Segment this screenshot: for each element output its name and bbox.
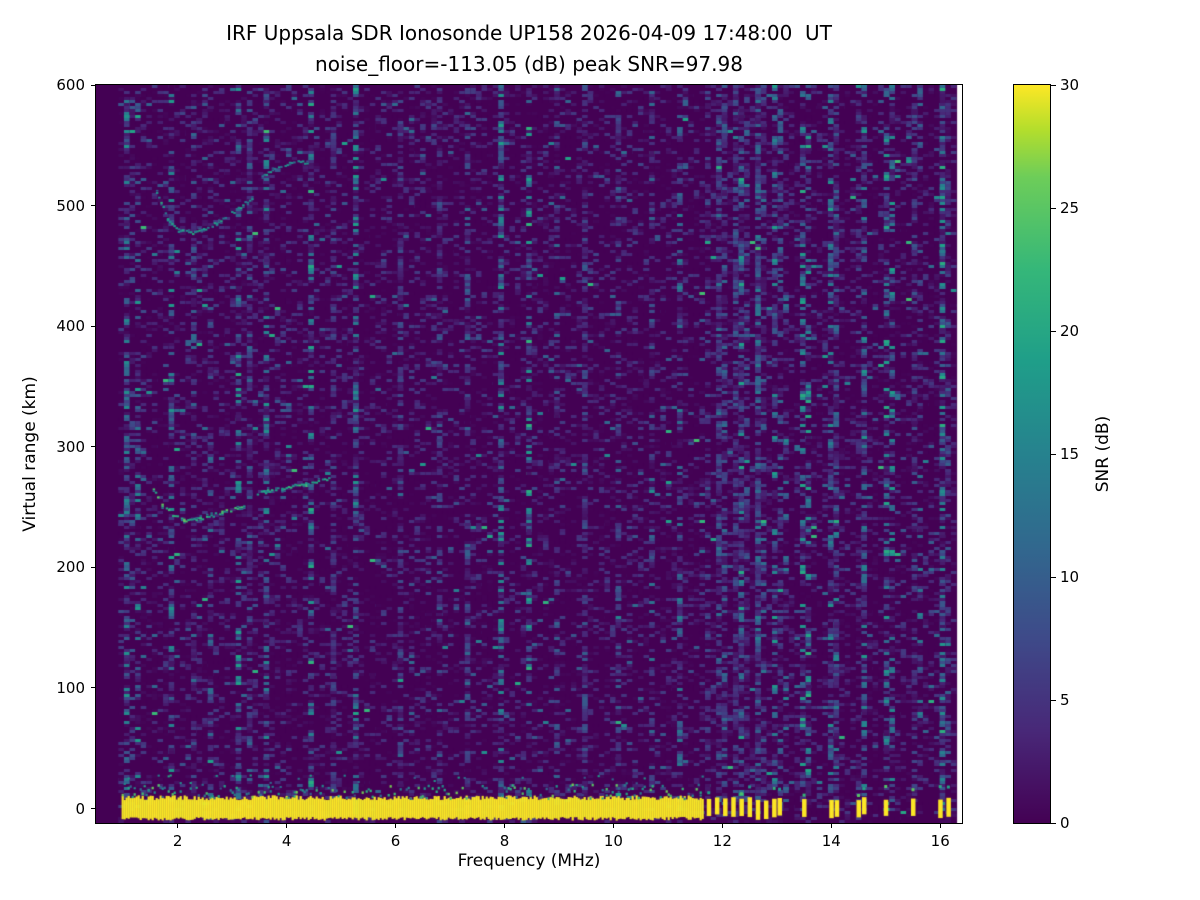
colorbar-tick-mark-30 [1051, 84, 1056, 86]
colorbar-tick-label-15: 15 [1060, 445, 1080, 463]
x-tick-label-12: 12 [712, 832, 732, 850]
x-tick-mark-10 [612, 823, 614, 828]
x-tick-mark-6 [395, 823, 397, 828]
y-axis-label: Virtual range (km) [20, 376, 40, 532]
x-tick-label-8: 8 [499, 832, 510, 850]
x-tick-mark-2 [177, 823, 179, 828]
y-tick-label-400: 400 [56, 317, 85, 336]
colorbar-tick-label-30: 30 [1060, 76, 1080, 94]
colorbar-tick-label-20: 20 [1060, 322, 1080, 340]
y-tick-label-500: 500 [56, 196, 85, 215]
colorbar-tick-mark-10 [1051, 576, 1056, 578]
colorbar-gradient [1013, 84, 1051, 824]
x-tick-label-2: 2 [172, 832, 183, 850]
colorbar-tick-mark-5 [1051, 699, 1056, 701]
y-tick-mark-0 [91, 808, 96, 810]
x-tick-label-14: 14 [821, 832, 841, 850]
y-tick-mark-200 [91, 566, 96, 568]
colorbar-tick-label-0: 0 [1060, 814, 1070, 832]
colorbar-tick-label-10: 10 [1060, 568, 1080, 586]
x-tick-mark-8 [503, 823, 505, 828]
y-tick-label-0: 0 [75, 799, 85, 818]
y-tick-mark-100 [91, 687, 96, 689]
plot-frame [95, 84, 963, 824]
colorbar-tick-mark-15 [1051, 453, 1056, 455]
x-tick-mark-4 [286, 823, 288, 828]
x-tick-mark-16 [939, 823, 941, 828]
y-tick-mark-600 [91, 84, 96, 86]
colorbar-tick-mark-20 [1051, 330, 1056, 332]
chart-title: IRF Uppsala SDR Ionosonde UP158 2026-04-… [226, 21, 832, 45]
x-tick-label-16: 16 [930, 832, 950, 850]
x-tick-label-6: 6 [390, 832, 401, 850]
colorbar-tick-mark-0 [1051, 822, 1056, 824]
y-tick-mark-300 [91, 446, 96, 448]
x-tick-mark-12 [721, 823, 723, 828]
x-tick-mark-14 [830, 823, 832, 828]
chart-subtitle: noise_floor=-113.05 (dB) peak SNR=97.98 [315, 52, 743, 76]
x-axis-label: Frequency (MHz) [457, 851, 601, 871]
colorbar-label: SNR (dB) [1093, 415, 1113, 493]
colorbar-tick-label-5: 5 [1060, 691, 1070, 709]
y-tick-label-100: 100 [56, 678, 85, 697]
colorbar-tick-mark-25 [1051, 207, 1056, 209]
colorbar-tick-label-25: 25 [1060, 199, 1080, 217]
y-tick-mark-500 [91, 205, 96, 207]
y-tick-label-600: 600 [56, 76, 85, 94]
chart-title-block: IRF Uppsala SDR Ionosonde UP158 2026-04-… [96, 18, 962, 80]
y-tick-label-300: 300 [56, 437, 85, 456]
x-tick-label-4: 4 [281, 832, 292, 850]
ionogram-heatmap-canvas [96, 85, 962, 823]
x-tick-label-10: 10 [603, 832, 623, 850]
y-tick-mark-400 [91, 325, 96, 327]
y-tick-label-200: 200 [56, 558, 85, 577]
